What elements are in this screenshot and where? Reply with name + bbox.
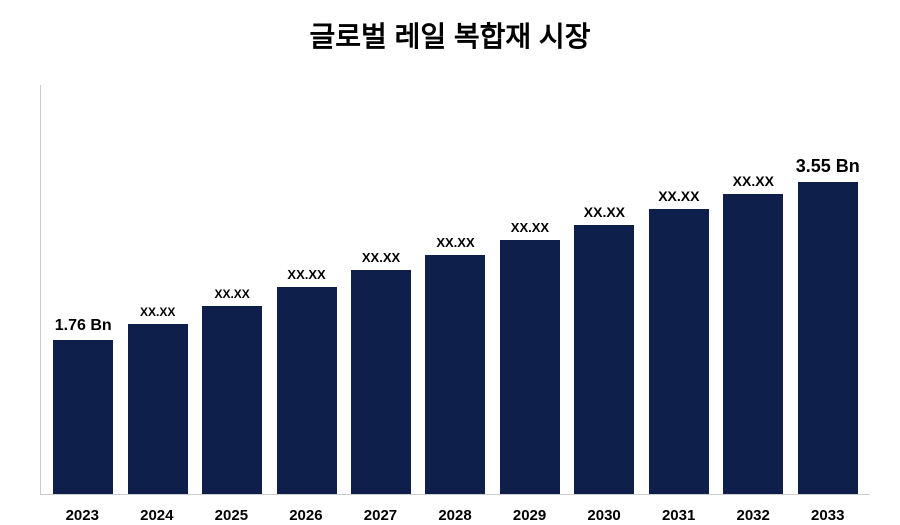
bar-value-label: XX.XX (140, 305, 175, 319)
bar-group: XX.XX (344, 85, 418, 494)
x-axis-label: 2027 (343, 507, 418, 524)
x-axis-label: 2030 (567, 507, 642, 524)
bar (53, 340, 113, 494)
bar (798, 182, 858, 494)
bar-value-label: XX.XX (436, 235, 474, 250)
bar (351, 270, 411, 494)
bar (202, 306, 262, 494)
bar-group: XX.XX (642, 85, 716, 494)
bar-group: XX.XX (716, 85, 790, 494)
bar-value-label: XX.XX (584, 204, 625, 220)
bar-value-label: XX.XX (511, 220, 549, 235)
x-axis-label: 2029 (492, 507, 567, 524)
bar-group: XX.XX (120, 85, 194, 494)
bar-value-label: 1.76 Bn (55, 317, 112, 335)
bar-value-label: XX.XX (733, 173, 774, 189)
x-axis-label: 2033 (790, 507, 865, 524)
bar-group: 3.55 Bn (791, 85, 865, 494)
bar (574, 225, 634, 494)
bar (500, 240, 560, 494)
bar (649, 209, 709, 494)
bar (425, 255, 485, 494)
bar-group: XX.XX (493, 85, 567, 494)
x-axis-label: 2032 (716, 507, 791, 524)
bar-group: XX.XX (195, 85, 269, 494)
bar-group: XX.XX (418, 85, 492, 494)
x-axis-label: 2028 (418, 507, 493, 524)
bar-group: XX.XX (269, 85, 343, 494)
x-axis-label: 2031 (641, 507, 716, 524)
bar-value-label: 3.55 Bn (796, 156, 860, 177)
x-axis-label: 2023 (45, 507, 120, 524)
bar-group: XX.XX (567, 85, 641, 494)
chart-container: 글로벌 레일 복합재 시장 1.76 Bn XX.XX XX.XX XX.XX XX.X… (0, 0, 900, 525)
x-axis-label: 2024 (120, 507, 195, 524)
chart-title: 글로벌 레일 복합재 시장 (30, 15, 870, 55)
bar (277, 287, 337, 494)
bar-value-label: XX.XX (362, 250, 400, 265)
bar-value-label: XX.XX (214, 287, 249, 301)
plot-area: 1.76 Bn XX.XX XX.XX XX.XX XX.XX XX.XX XX.XX XX.… (40, 85, 870, 495)
bar (128, 324, 188, 494)
x-axis-labels: 2023202420252026202720282029203020312032… (40, 507, 870, 524)
x-axis-label: 2025 (194, 507, 269, 524)
bar-value-label: XX.XX (658, 188, 699, 204)
bar (723, 194, 783, 494)
bar-value-label: XX.XX (287, 267, 325, 282)
bars-wrapper: 1.76 Bn XX.XX XX.XX XX.XX XX.XX XX.XX XX.XX XX.… (41, 85, 870, 494)
bar-group: 1.76 Bn (46, 85, 120, 494)
x-axis-label: 2026 (269, 507, 344, 524)
